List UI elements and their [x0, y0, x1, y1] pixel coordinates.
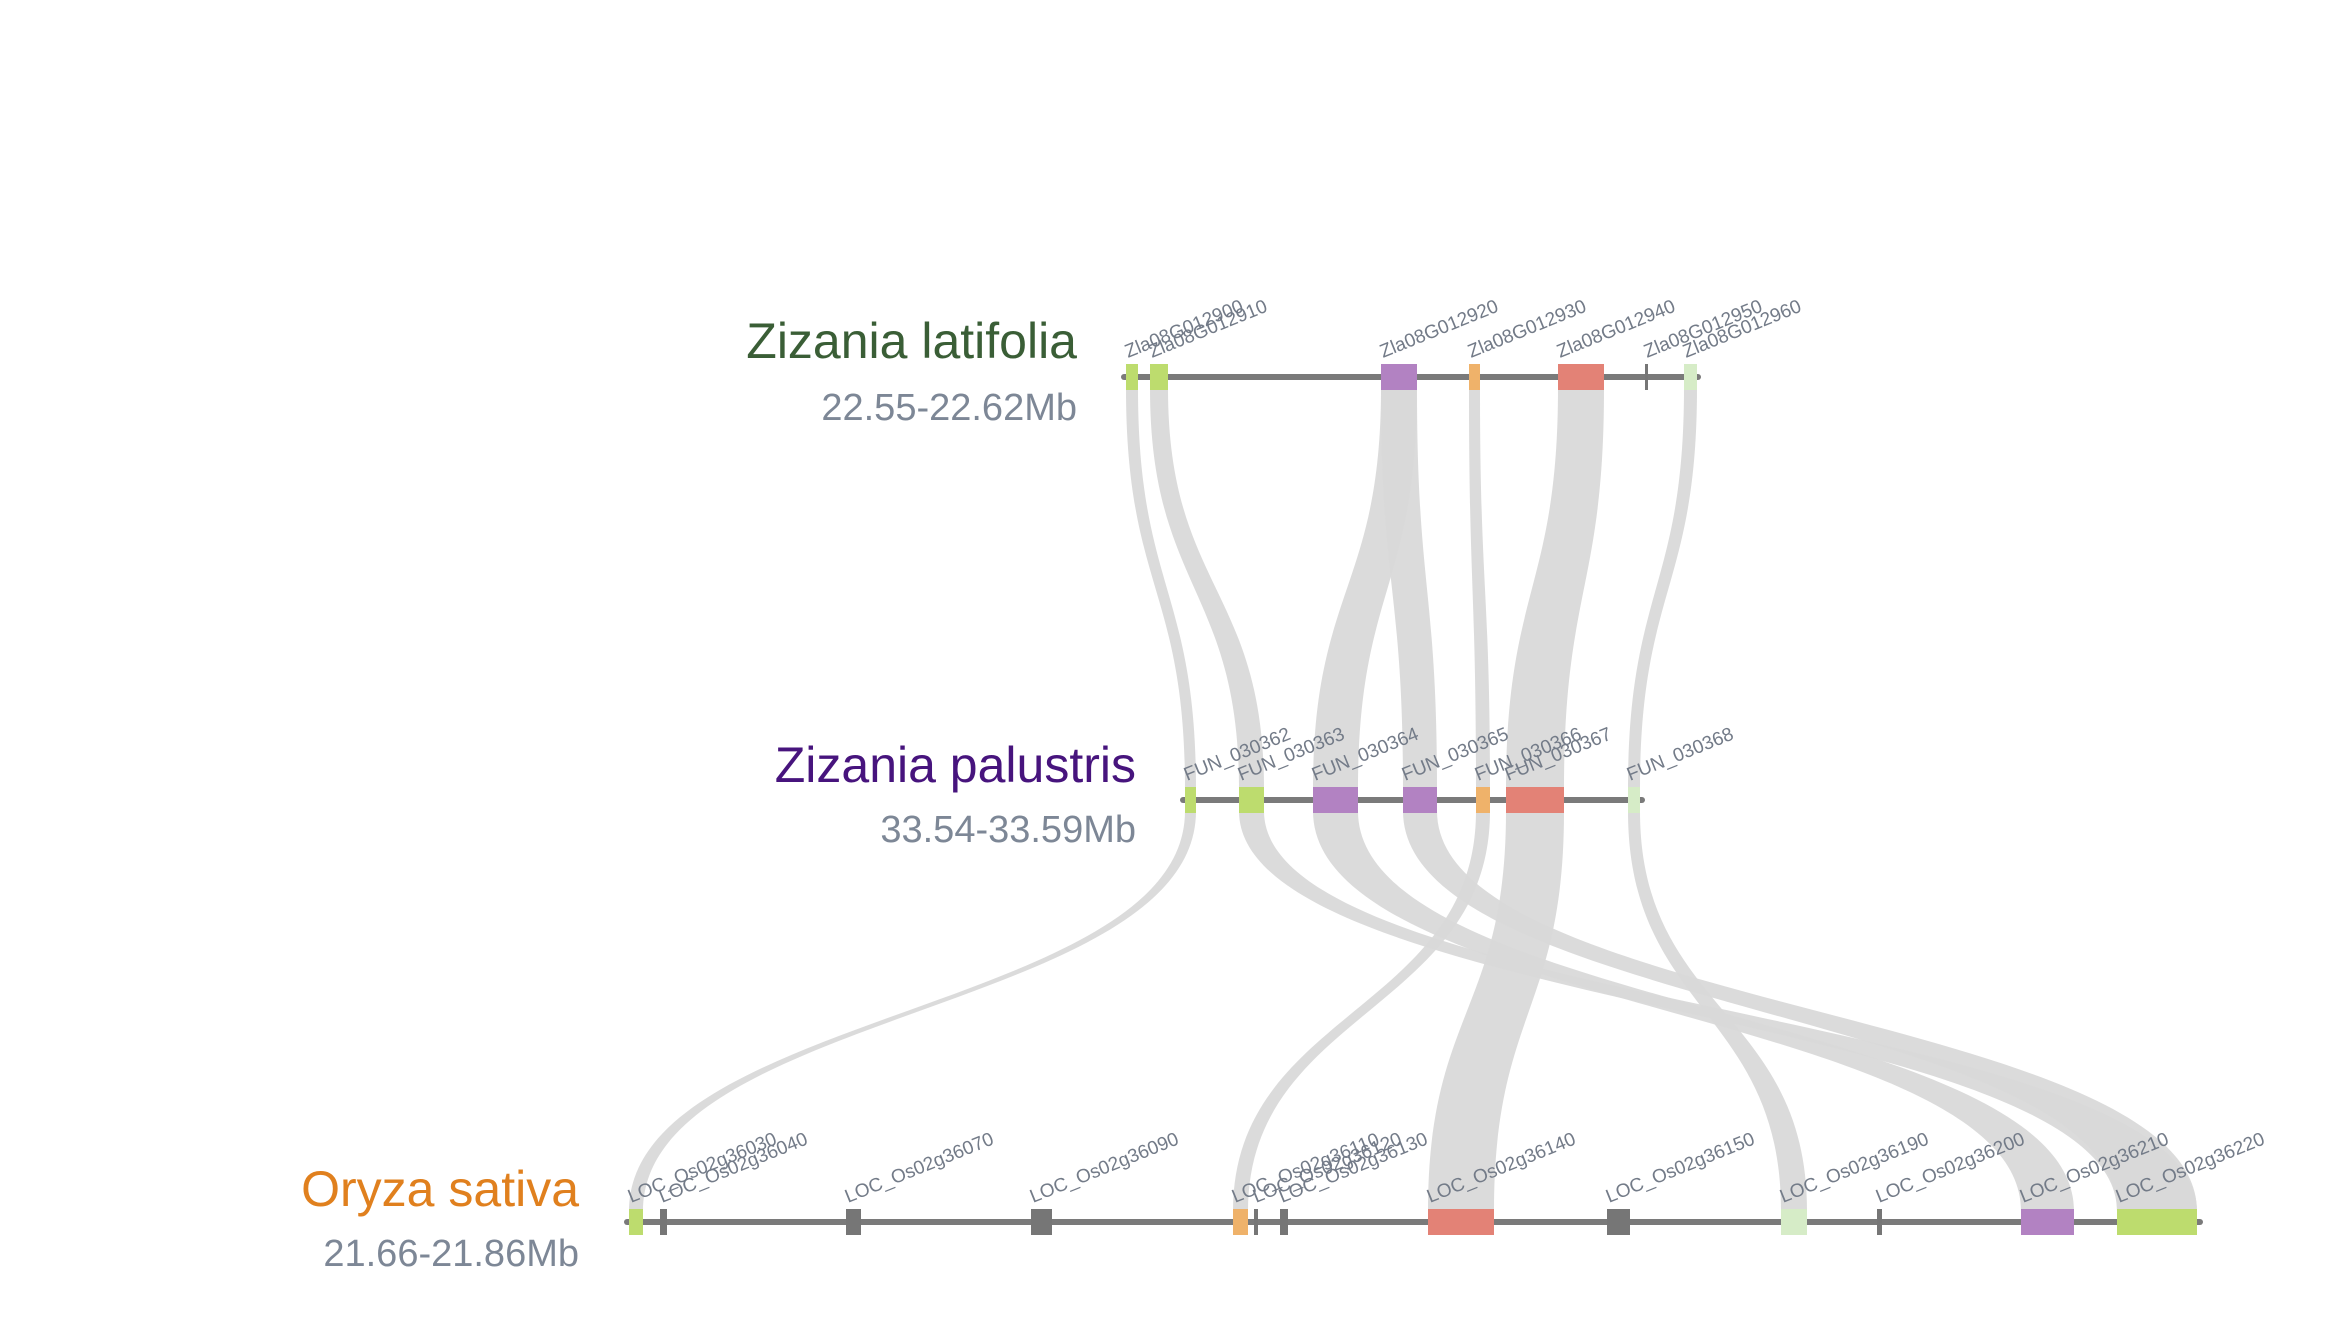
gene-block[interactable]: [1403, 787, 1437, 813]
gene-block[interactable]: [629, 1209, 643, 1235]
species-label-oryza-sativa: Oryza sativa: [301, 1161, 579, 1217]
synteny-ribbon-FUN_030364-LOC_Os02g36210: [1313, 811, 2074, 1211]
synteny-ribbons: [629, 388, 2197, 1211]
gene-block[interactable]: [1381, 364, 1417, 390]
synteny-ribbon-FUN_030366-LOC_Os02g36110: [1233, 811, 1490, 1211]
gene-block[interactable]: [1280, 1209, 1288, 1235]
gene-block[interactable]: [1558, 364, 1604, 390]
gene-block[interactable]: [1628, 787, 1640, 813]
synteny-ribbon-FUN_030362-LOC_Os02g36030: [629, 811, 1196, 1211]
synteny-ribbon-Zla08G012920-FUN_030365: [1381, 388, 1437, 789]
gene-block[interactable]: [1428, 1209, 1494, 1235]
gene-block[interactable]: [1607, 1209, 1630, 1235]
gene-block[interactable]: [1781, 1209, 1807, 1235]
synteny-ribbon-FUN_030365-LOC_Os02g36220: [1403, 811, 2197, 1211]
gene-block[interactable]: [1031, 1209, 1052, 1235]
range-label-zizania-palustris: 33.54-33.59Mb: [880, 809, 1136, 851]
gene-block[interactable]: [1239, 787, 1264, 813]
synteny-ribbon-Zla08G012900-FUN_030362: [1126, 388, 1196, 789]
gene-label: LOC_Os02g36150: [1603, 1129, 1758, 1208]
range-label-oryza-sativa: 21.66-21.86Mb: [323, 1233, 579, 1275]
gene-block[interactable]: [1684, 364, 1697, 390]
gene-label: LOC_Os02g36070: [842, 1129, 997, 1208]
gene-block[interactable]: [846, 1209, 861, 1235]
gene-block[interactable]: [1126, 364, 1138, 390]
gene-block[interactable]: [1506, 787, 1564, 813]
gene-block[interactable]: [2021, 1209, 2074, 1235]
gene-block[interactable]: [1254, 1209, 1258, 1235]
gene-block[interactable]: [1150, 364, 1168, 390]
gene-block[interactable]: [1877, 1209, 1882, 1235]
gene-block[interactable]: [1469, 364, 1480, 390]
gene-block[interactable]: [1476, 787, 1490, 813]
synteny-ribbon-FUN_030367-LOC_Os02g36140: [1428, 811, 1564, 1211]
synteny-ribbon-Zla08G012960-FUN_030368: [1628, 388, 1697, 789]
range-label-zizania-latifolia: 22.55-22.62Mb: [821, 387, 1077, 429]
synteny-ribbon-Zla08G012940-FUN_030367: [1506, 388, 1604, 789]
synteny-ribbon-Zla08G012910-FUN_030363: [1150, 388, 1264, 789]
gene-block[interactable]: [2117, 1209, 2197, 1235]
gene-block[interactable]: [660, 1209, 667, 1235]
gene-block[interactable]: [1313, 787, 1358, 813]
synteny-ribbon-Zla08G012930-FUN_030366: [1469, 388, 1490, 789]
synteny-ribbon-FUN_030368-LOC_Os02g36190: [1628, 811, 1807, 1211]
gene-block[interactable]: [1185, 787, 1196, 813]
gene-block[interactable]: [1233, 1209, 1248, 1235]
species-label-zizania-latifolia: Zizania latifolia: [746, 313, 1077, 369]
gene-block[interactable]: [1645, 364, 1648, 390]
gene-label: LOC_Os02g36090: [1027, 1129, 1182, 1208]
species-label-zizania-palustris: Zizania palustris: [775, 737, 1136, 793]
